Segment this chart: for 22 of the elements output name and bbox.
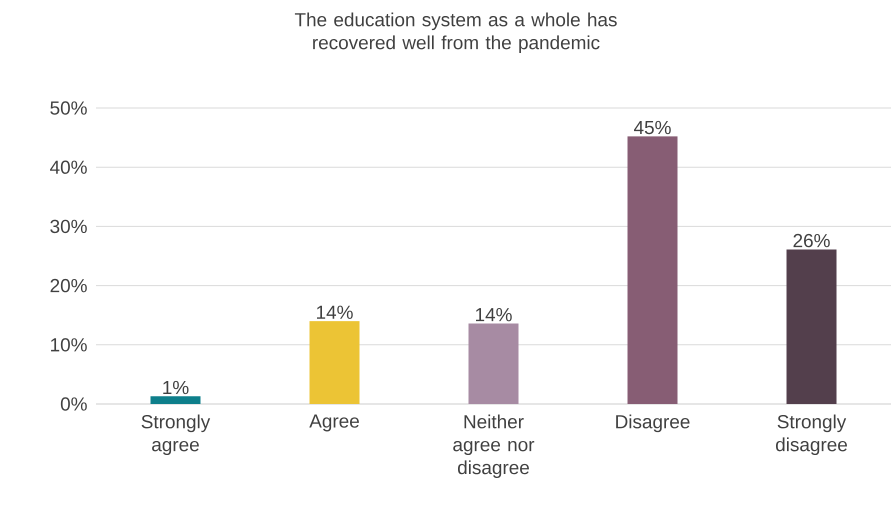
x-tick-label: Strongly disagree <box>776 414 847 456</box>
y-tick-label: 0% <box>60 397 87 411</box>
y-tick-label: 50% <box>50 101 87 115</box>
data-label: 14% <box>317 306 353 319</box>
data-label: 14% <box>476 308 512 322</box>
y-tick-label: 20% <box>50 278 87 292</box>
bar <box>468 323 519 404</box>
y-tick-label: 30% <box>50 220 87 234</box>
data-label: 26% <box>794 234 830 248</box>
y-tick-label: 10% <box>51 338 87 352</box>
x-tick-label: Agree <box>309 414 359 432</box>
x-tick-label: Neither agree nor disagree <box>453 414 534 478</box>
bar <box>150 396 201 404</box>
chart-title: The education system as a whole has recovered well from the pandemic <box>294 12 617 54</box>
y-tick-label: 40% <box>50 160 87 174</box>
data-label: 1% <box>163 380 189 394</box>
bar <box>310 321 360 404</box>
bar <box>786 249 837 404</box>
bar <box>628 136 678 404</box>
data-label: 45% <box>634 120 671 134</box>
x-tick-label: Strongly agree <box>142 414 210 456</box>
x-tick-label: Disagree <box>616 414 690 432</box>
